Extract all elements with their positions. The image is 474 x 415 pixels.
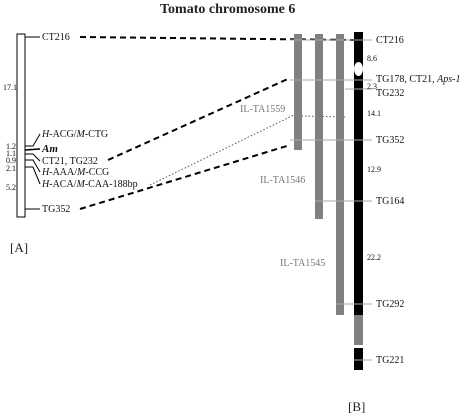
panel-b-marker-tg221: TG221 bbox=[376, 355, 404, 366]
panel-b-chromosome-gap bbox=[354, 315, 363, 345]
panel-a-link-aaa bbox=[25, 159, 41, 173]
panel-a-link-am bbox=[24, 148, 41, 151]
panel-b-distance: 2.3 bbox=[367, 82, 377, 91]
il-label-ta1546: IL-TA1546 bbox=[260, 175, 305, 186]
panel-a-distance: 0.9 bbox=[6, 156, 16, 165]
panel-a-distance: 1.2 bbox=[6, 142, 16, 151]
panel-b-distance: 14.1 bbox=[367, 109, 381, 118]
connector-aca-caa bbox=[149, 112, 299, 186]
il-bar-ta1546 bbox=[315, 34, 323, 219]
panel-b-marker-tg232: TG232 bbox=[376, 88, 404, 99]
panel-a-marker-am: Am bbox=[41, 143, 58, 155]
connector-ct21 bbox=[107, 77, 291, 161]
panel-b-distance: 12.9 bbox=[367, 165, 381, 174]
il-bar-ta1559 bbox=[294, 34, 302, 150]
centromere bbox=[354, 62, 363, 76]
panel-a-distance: 1.1 bbox=[6, 149, 16, 158]
panel-b-chromosome bbox=[354, 32, 363, 315]
panel-b-marker-tg164: TG164 bbox=[376, 196, 404, 207]
panel-a-marker-aca-caa: H-ACA/M-CAA-188bp bbox=[41, 179, 138, 190]
panel-a-marker-aaa-ccg: H-AAA/M-CCG bbox=[41, 167, 109, 178]
panel-a-link-acg bbox=[25, 133, 41, 147]
panel-a-marker-acg-ctg: H-ACG/M-CTG bbox=[41, 129, 108, 140]
panel-b-distance: 22.2 bbox=[367, 253, 381, 262]
panel-a-marker-tg352: TG352 bbox=[42, 204, 70, 215]
panel-a-distance: 5.2 bbox=[6, 183, 16, 192]
panel-b-chromosome-tip bbox=[354, 348, 363, 370]
panel-a-label: [A] bbox=[10, 240, 28, 255]
panel-a-distance: 17.1 bbox=[3, 83, 17, 92]
panel-a-distance: 2.1 bbox=[6, 164, 16, 173]
panel-b-distance: 8.6 bbox=[367, 54, 377, 63]
panel-a-link-ct21 bbox=[25, 153, 41, 162]
panel-b-marker-ct216: CT216 bbox=[376, 35, 404, 46]
panel-a-marker-ct216: CT216 bbox=[42, 32, 70, 43]
panel-b-marker-tg178-ct21-aps1: TG178, CT21, Aps-1 bbox=[376, 74, 460, 85]
il-label-ta1545: IL-TA1545 bbox=[280, 258, 325, 269]
connector-ct216 bbox=[79, 36, 355, 41]
panel-b-marker-tg292: TG292 bbox=[376, 299, 404, 310]
figure-title: Tomato chromosome 6 bbox=[160, 2, 295, 17]
panel-a-marker-ct21-tg232: CT21, TG232 bbox=[42, 156, 98, 167]
panel-a-link-aca bbox=[25, 166, 41, 185]
panel-b-marker-tg352: TG352 bbox=[376, 135, 404, 146]
il-bar-ta1545 bbox=[336, 34, 344, 315]
panel-a-chromosome bbox=[16, 33, 26, 218]
connector-tg352 bbox=[79, 144, 291, 210]
il-label-ta1559: IL-TA1559 bbox=[240, 104, 285, 115]
panel-b-label: [B] bbox=[348, 399, 365, 414]
